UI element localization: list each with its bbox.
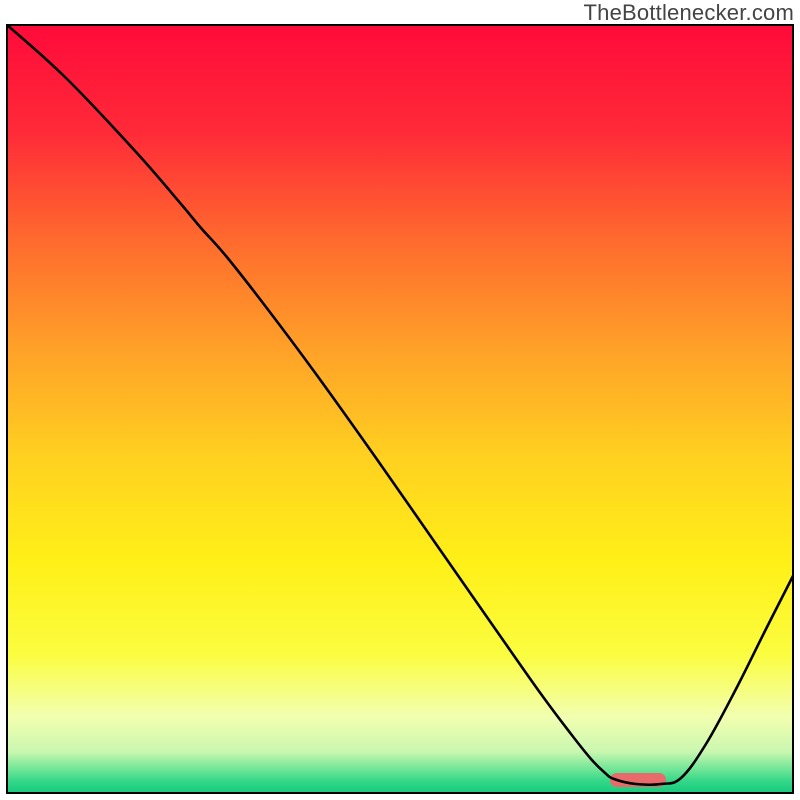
- chart-svg: [6, 24, 794, 794]
- watermark-text: TheBottlenecker.com: [584, 0, 794, 26]
- canvas: TheBottlenecker.com: [0, 0, 800, 800]
- chart-frame: [6, 24, 794, 794]
